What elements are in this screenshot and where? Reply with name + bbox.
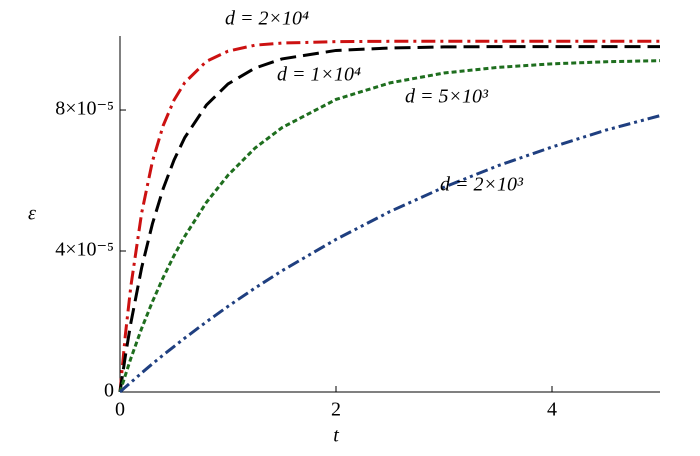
series-label: d = 5×10³ (405, 86, 489, 108)
x-tick-label: 4 (547, 399, 557, 421)
series-label: d = 1×10⁴ (277, 64, 361, 86)
series-label: d = 2×10³ (440, 174, 524, 196)
y-tick-label: 8×10⁻⁵ (55, 98, 114, 120)
series-label: d = 2×10⁴ (225, 8, 309, 30)
x-axis-label: t (333, 425, 339, 447)
series-line (118, 59, 661, 393)
x-tick-label: 2 (331, 399, 341, 421)
series-line (118, 114, 661, 394)
series-line (118, 39, 660, 393)
y-axis-label: ε (28, 203, 36, 225)
series-line (118, 45, 660, 393)
x-tick-label: 0 (115, 399, 125, 421)
y-tick-label: 0 (104, 380, 114, 402)
y-tick-label: 4×10⁻⁵ (55, 239, 114, 261)
